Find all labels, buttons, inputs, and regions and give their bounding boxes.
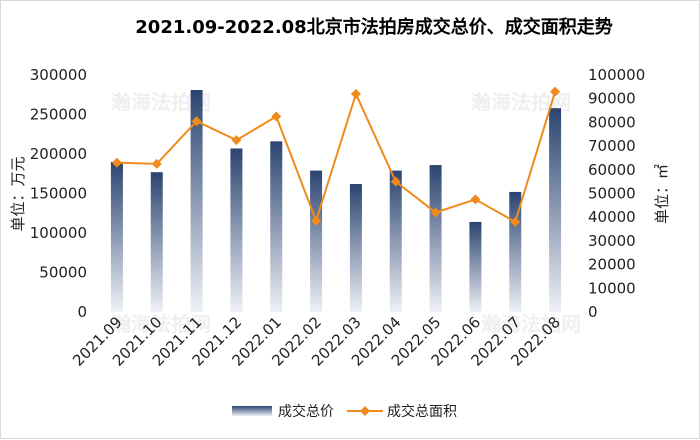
y-left-tick-label: 150000 <box>30 185 87 203</box>
line-point <box>111 157 122 168</box>
legend-bar-label: 成交总价 <box>278 403 334 420</box>
line-point <box>550 86 561 97</box>
bar <box>310 170 323 312</box>
bar <box>150 172 163 312</box>
bar <box>429 165 442 312</box>
bar <box>270 141 283 312</box>
legend-line-marker <box>360 406 370 416</box>
line-series <box>111 86 561 227</box>
bar <box>190 90 203 312</box>
y-right-tick-label: 80000 <box>588 113 636 131</box>
line-point <box>390 176 401 187</box>
bar <box>349 184 362 312</box>
legend: 成交总价 成交总面积 <box>232 403 457 420</box>
y-right-tick-label: 60000 <box>588 161 636 179</box>
chart-title: 2021.09-2022.08北京市法拍房成交总价、成交面积走势 <box>135 16 612 38</box>
line-point <box>231 135 242 146</box>
y-right-axis-label: 单位：㎡ <box>653 164 671 224</box>
y-right-tick-label: 30000 <box>588 232 636 250</box>
legend-bar-swatch <box>232 406 272 416</box>
bar <box>469 221 482 312</box>
y-right-tick-label: 100000 <box>588 66 645 84</box>
y-right-tick-label: 70000 <box>588 137 636 155</box>
y-left-tick-label: 300000 <box>30 66 87 84</box>
y-right-tick-label: 40000 <box>588 208 636 226</box>
y-right-ticks: 0 10000 20000 30000 40000 50000 60000 70000 8000… <box>588 66 645 321</box>
watermark-text: 瀚海法拍网 <box>111 312 211 336</box>
y-left-ticks: 0 50000 100000 150000 200000 250000 300000 <box>30 66 87 321</box>
line-point <box>311 215 322 226</box>
y-left-tick-label: 50000 <box>39 264 87 282</box>
line-path <box>116 91 557 224</box>
line-point <box>350 88 361 99</box>
y-right-tick-label: 0 <box>588 303 598 321</box>
y-right-tick-label: 90000 <box>588 90 636 108</box>
y-left-tick-label: 0 <box>77 303 87 321</box>
bar-series <box>110 90 562 313</box>
y-left-tick-label: 250000 <box>30 106 87 124</box>
y-right-tick-label: 10000 <box>588 279 636 297</box>
line-point <box>430 207 441 218</box>
line-point <box>191 116 202 127</box>
line-point <box>271 111 282 122</box>
bar <box>110 161 123 312</box>
y-left-axis-label: 单位：万元 <box>9 156 27 231</box>
bar <box>389 170 402 312</box>
y-right-tick-label: 20000 <box>588 256 636 274</box>
line-point <box>151 158 162 169</box>
y-left-tick-label: 200000 <box>30 145 87 163</box>
watermark-text: 瀚海法拍网 <box>481 312 581 336</box>
legend-line-label: 成交总面积 <box>387 403 457 420</box>
bar <box>230 148 243 312</box>
line-point <box>510 216 521 227</box>
y-left-tick-label: 100000 <box>30 224 87 242</box>
y-right-tick-label: 50000 <box>588 185 636 203</box>
bar <box>549 108 562 313</box>
line-point <box>470 194 481 205</box>
